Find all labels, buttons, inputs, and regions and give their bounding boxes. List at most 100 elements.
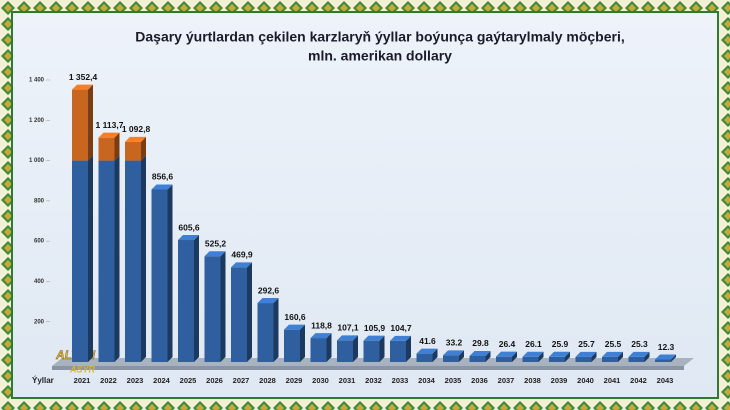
bar (337, 340, 353, 362)
bar-top (151, 184, 173, 190)
bar-side (114, 155, 120, 362)
x-tick-label: 2028 (259, 376, 276, 385)
x-tick-label: 2034 (418, 376, 436, 385)
bar-side (379, 335, 385, 362)
x-axis-label: Ýyllar (32, 376, 54, 385)
chart-title: Daşary ýurtlardan çekilen karzlaryň ýyll… (135, 29, 624, 45)
bar (178, 240, 194, 362)
data-label: 118,8 (311, 320, 332, 330)
x-tick-label: 2040 (577, 376, 594, 385)
bar-top (337, 335, 358, 341)
bar (496, 356, 512, 362)
bar-side (88, 84, 93, 161)
bar-top (575, 351, 597, 357)
x-tick-label: 2027 (233, 376, 250, 385)
bar-top (602, 351, 623, 357)
bar-top (416, 348, 438, 354)
bar-side (353, 335, 358, 362)
bar (549, 356, 565, 362)
data-label: 107,1 (337, 323, 359, 333)
data-label: 1 113,7 (96, 120, 124, 130)
bar-top (655, 354, 676, 360)
bar-top (178, 235, 199, 241)
bar (231, 267, 247, 362)
bar (98, 137, 115, 161)
bar (469, 355, 486, 362)
x-tick-label: 2023 (127, 376, 144, 385)
x-tick-label: 2039 (551, 376, 568, 385)
data-label: 25.3 (631, 339, 648, 349)
logo-text: ASYR (69, 364, 96, 374)
data-label: 26.1 (525, 339, 542, 349)
x-tick-label: 2037 (498, 376, 515, 385)
x-tick-label: 2031 (339, 376, 356, 385)
bar-top (204, 251, 226, 257)
data-label: 12.3 (658, 342, 675, 352)
data-label: 469,9 (231, 250, 253, 260)
data-label: 160,6 (284, 312, 306, 322)
x-tick-label: 2022 (100, 376, 117, 385)
bar-side (273, 298, 279, 362)
bar (310, 338, 327, 362)
data-label: 29.8 (472, 338, 489, 348)
bar-side (618, 351, 623, 362)
bar-side (538, 351, 544, 362)
x-tick-label: 2024 (153, 376, 171, 385)
data-label: 25.9 (552, 339, 569, 349)
bar-side (220, 251, 226, 362)
bar (522, 356, 539, 362)
bar-side (114, 132, 120, 161)
x-tick-label: 2033 (392, 376, 409, 385)
bar-top (72, 84, 93, 90)
bar-top (257, 298, 279, 304)
bar-top (549, 351, 570, 357)
data-label: 605,6 (178, 222, 200, 232)
bar-side (167, 184, 173, 362)
bar-side (512, 351, 517, 362)
data-label: 856,6 (152, 172, 174, 182)
y-tick-label: 800 (34, 198, 45, 204)
bar (284, 329, 300, 362)
bar (151, 189, 168, 362)
bar-top (469, 350, 491, 356)
x-tick-label: 2036 (471, 376, 488, 385)
bar-top (363, 335, 385, 341)
bar-side (141, 136, 146, 161)
bar-side (671, 354, 676, 362)
bar-top (98, 132, 120, 138)
bar-side (326, 333, 332, 362)
data-label: 525,2 (205, 238, 227, 248)
data-label: 1 092,8 (122, 124, 151, 134)
bar-side (485, 350, 491, 362)
bar (125, 160, 141, 362)
bar-top (125, 136, 146, 142)
bar (363, 340, 380, 362)
bar-top (522, 351, 544, 357)
bar (72, 160, 88, 362)
data-label: 33.2 (446, 338, 463, 348)
x-tick-label: 2029 (286, 376, 303, 385)
bar (443, 355, 459, 362)
bar-side (194, 235, 199, 362)
x-tick-label: 2035 (445, 376, 462, 385)
x-tick-label: 2042 (630, 376, 647, 385)
bar-top (231, 262, 252, 268)
bar (257, 303, 274, 362)
bar-top (496, 351, 517, 357)
floor-edge (52, 366, 684, 370)
x-tick-label: 2043 (657, 376, 674, 385)
bar (72, 89, 88, 161)
bar (655, 359, 671, 362)
x-tick-label: 2025 (180, 376, 197, 385)
bar-top (443, 350, 464, 356)
bar-side (247, 262, 252, 362)
data-label: 292,6 (258, 285, 280, 295)
data-label: 41.6 (419, 336, 436, 346)
bar-side (141, 155, 146, 362)
data-label: 25.5 (605, 339, 622, 349)
data-label: 105,9 (364, 323, 386, 333)
bar-top (390, 335, 411, 341)
bar (575, 356, 592, 362)
data-label: 26.4 (499, 339, 516, 349)
